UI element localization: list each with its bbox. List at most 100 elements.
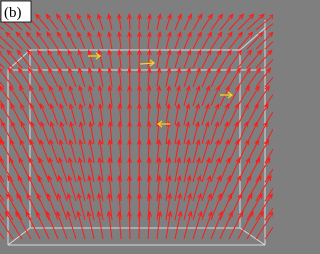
- arrow: [255, 49, 273, 69]
- arrow: [246, 102, 259, 126]
- arrow: [219, 102, 229, 126]
- arrow: [97, 66, 104, 88]
- arrow: [107, 49, 113, 69]
- arrow: [97, 49, 104, 69]
- arrow: [0, 99, 5, 107]
- arrow: [66, 13, 77, 31]
- arrow: [174, 174, 182, 202]
- arrow: [147, 12, 152, 31]
- arrow: [255, 85, 270, 107]
- arrow: [228, 85, 240, 107]
- arrow: [88, 120, 95, 145]
- arrow: [201, 138, 210, 164]
- arrow: [201, 174, 212, 202]
- arrow: [0, 102, 14, 126]
- arrow: [174, 84, 181, 107]
- arrow: [165, 120, 171, 145]
- arrow: [17, 67, 32, 88]
- arrow: [30, 120, 41, 145]
- arrow: [29, 85, 41, 107]
- arrow: [237, 31, 254, 50]
- arrow: [165, 49, 172, 69]
- arrow: [0, 193, 5, 202]
- arrow: [0, 63, 5, 69]
- arrow: [66, 210, 77, 240]
- panel-label: (b): [4, 5, 22, 21]
- vector-field: [0, 12, 273, 240]
- arrow: [192, 192, 202, 221]
- arrow: [36, 31, 50, 50]
- arrow: [78, 84, 86, 107]
- arrow: [77, 192, 86, 221]
- arrow: [20, 120, 32, 145]
- arrow: [174, 192, 182, 221]
- arrow: [98, 102, 104, 126]
- arrow: [87, 31, 95, 50]
- arrow: [46, 210, 59, 240]
- arrow: [192, 13, 203, 31]
- arrow: [67, 192, 77, 221]
- arrow: [165, 84, 171, 107]
- arrow: [117, 102, 123, 126]
- arrow: [127, 49, 132, 69]
- arrow: [69, 120, 77, 145]
- arrow: [156, 174, 162, 202]
- arrow: [97, 156, 104, 183]
- arrow: [147, 210, 152, 240]
- arrow: [19, 85, 32, 107]
- arrow: [201, 49, 212, 69]
- arrow: [264, 148, 273, 164]
- arrow: [107, 102, 113, 126]
- arrow: [87, 192, 95, 221]
- arrow: [264, 124, 273, 145]
- arrow: [156, 84, 162, 107]
- arrow: [47, 49, 59, 69]
- arrow: [192, 67, 201, 88]
- arrow: [139, 59, 155, 67]
- arrow: [255, 31, 273, 50]
- arrow: [219, 67, 231, 88]
- arrow: [98, 120, 104, 145]
- arrow: [246, 156, 261, 183]
- arrow: [210, 85, 220, 107]
- arrow: [7, 174, 23, 202]
- arrow: [246, 67, 262, 88]
- arrow: [201, 67, 211, 88]
- arrow: [107, 84, 113, 107]
- arrow: [183, 49, 192, 69]
- arrow: [156, 66, 162, 88]
- arrow: [219, 210, 233, 240]
- arrow: [117, 120, 123, 145]
- arrow: [67, 174, 77, 202]
- arrow: [201, 31, 213, 50]
- arrow: [183, 138, 191, 164]
- arrow: [127, 13, 132, 31]
- arrow: [68, 138, 77, 164]
- arrow: [156, 138, 162, 164]
- arrow: [219, 156, 231, 183]
- arrow: [50, 120, 59, 145]
- arrow: [97, 31, 104, 50]
- arrow: [201, 13, 213, 31]
- arrow: [210, 102, 220, 126]
- arrow: [174, 138, 181, 164]
- arrow: [146, 138, 152, 164]
- arrow: [0, 135, 5, 145]
- arrow: [228, 138, 240, 164]
- arrow: [201, 210, 213, 240]
- arrow: [47, 174, 59, 202]
- arrow: [107, 174, 113, 202]
- arrow: [165, 13, 172, 31]
- arrow: [183, 102, 191, 126]
- arrow: [35, 210, 50, 240]
- arrow: [88, 52, 101, 60]
- arrow: [0, 155, 5, 164]
- arrow: [210, 174, 222, 202]
- arrow: [27, 67, 41, 88]
- arrow: [76, 13, 86, 31]
- arrow: [15, 31, 32, 50]
- arrow: [117, 13, 122, 31]
- arrow: [59, 138, 68, 164]
- arrow: [174, 156, 182, 183]
- arrow: [25, 31, 41, 50]
